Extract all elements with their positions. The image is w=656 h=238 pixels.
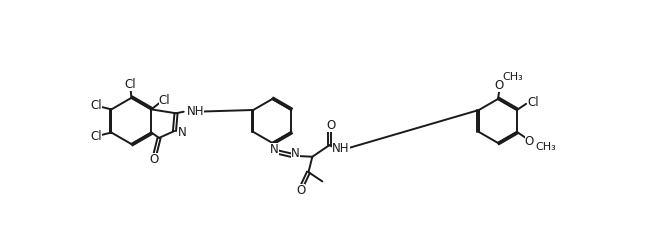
- Text: Cl: Cl: [124, 78, 136, 90]
- Text: O: O: [150, 153, 159, 166]
- Text: NH: NH: [187, 105, 204, 118]
- Text: Cl: Cl: [159, 94, 171, 107]
- Text: N: N: [291, 147, 300, 160]
- Text: O: O: [296, 184, 306, 197]
- Text: NH: NH: [332, 142, 350, 155]
- Text: N: N: [270, 143, 279, 156]
- Text: O: O: [495, 79, 504, 92]
- Text: Cl: Cl: [90, 130, 102, 143]
- Text: CH₃: CH₃: [535, 142, 556, 152]
- Text: CH₃: CH₃: [502, 72, 523, 82]
- Text: N: N: [178, 126, 186, 139]
- Text: O: O: [326, 119, 335, 133]
- Text: Cl: Cl: [527, 96, 539, 109]
- Text: O: O: [525, 135, 534, 149]
- Text: Cl: Cl: [90, 99, 102, 112]
